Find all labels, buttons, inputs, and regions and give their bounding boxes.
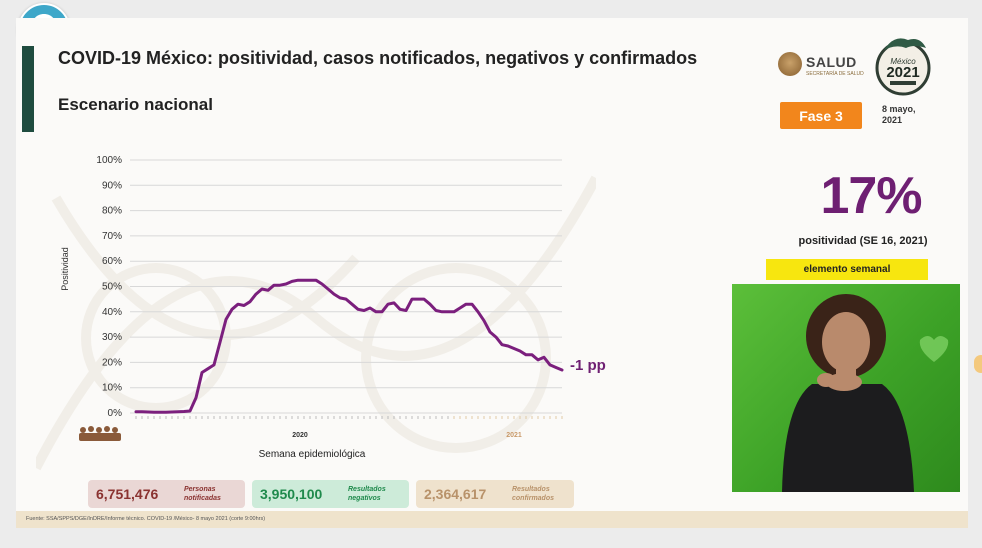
stat-personas-notificadas: 6,751,476 Personas notificadas [88, 480, 245, 508]
date-line-2: 2021 [882, 115, 903, 125]
weekly-element-badge: elemento semanal [766, 259, 928, 280]
y-tick-label: 10% [102, 383, 122, 394]
sign-language-video [732, 284, 960, 492]
stat-negativos-label: Resultados negativos [348, 486, 386, 502]
positivity-label: positividad (SE 16, 2021) [798, 235, 928, 247]
phase-badge: Fase 3 [780, 102, 862, 129]
stat-personas-label: Personas notificadas [184, 486, 221, 502]
source-footer: Fuente: SSA/SPPS/DGE/InDRE/Informe técni… [16, 511, 968, 528]
page-title: COVID-19 México: positividad, casos noti… [58, 48, 698, 68]
y-tick-label: 20% [102, 357, 122, 368]
year-label-2021: 2021 [506, 432, 522, 439]
accent-bar [22, 46, 34, 132]
year-label-2020: 2020 [292, 432, 308, 439]
svg-text:2021: 2021 [886, 64, 919, 81]
y-tick-label: 70% [102, 231, 122, 242]
people-illustration [78, 424, 124, 442]
stat-confirmados-value: 2,364,617 [424, 486, 487, 502]
svg-text:México: México [890, 57, 916, 66]
date-line-1: 8 mayo, [882, 104, 916, 114]
salud-logo: SALUD SECRETARÍA DE SALUD [778, 50, 864, 80]
y-tick-label: 0% [108, 408, 123, 419]
stat-confirmados-label: Resultados confirmados [512, 486, 555, 502]
y-axis-label: Positividad [60, 247, 70, 291]
y-tick-label: 60% [102, 256, 122, 267]
salud-seal-icon [778, 52, 802, 76]
y-tick-label: 90% [102, 180, 122, 191]
page-subtitle: Escenario nacional [58, 95, 213, 114]
stat-resultados-negativos: 3,950,100 Resultados negativos [252, 480, 409, 508]
stat-negativos-value: 3,950,100 [260, 486, 323, 502]
stat-personas-value: 6,751,476 [96, 486, 159, 502]
positivity-chart: 0% 10% 20% 30% 40% 50% 60% 70% 80% 90% 100% Positi… [60, 155, 606, 460]
slide-date: 8 mayo, 2021 [882, 104, 942, 126]
heart-icon [919, 336, 949, 362]
stat-resultados-confirmados: 2,364,617 Resultados confirmados [416, 480, 574, 508]
y-tick-label: 100% [96, 155, 122, 166]
salud-subtext: SECRETARÍA DE SALUD [806, 71, 864, 77]
y-tick-label: 80% [102, 206, 122, 217]
end-annotation: -1 pp [570, 357, 606, 374]
salud-wordmark: SALUD [806, 54, 857, 70]
y-tick-label: 50% [102, 282, 122, 293]
series-line [134, 278, 564, 414]
source-text: Fuente: SSA/SPPS/DGE/InDRE/Informe técni… [26, 516, 266, 522]
mexico-2021-logo-icon: México 2021 [875, 38, 931, 96]
next-arrow-icon[interactable] [974, 355, 982, 373]
positivity-value: 17% [820, 167, 922, 225]
interpreter-figure [782, 294, 949, 492]
slide: COVID-19 México: positividad, casos noti… [16, 18, 968, 528]
y-tick-label: 30% [102, 332, 122, 343]
x-axis-label: Semana epidemiológica [259, 449, 366, 460]
y-tick-label: 40% [102, 307, 122, 318]
